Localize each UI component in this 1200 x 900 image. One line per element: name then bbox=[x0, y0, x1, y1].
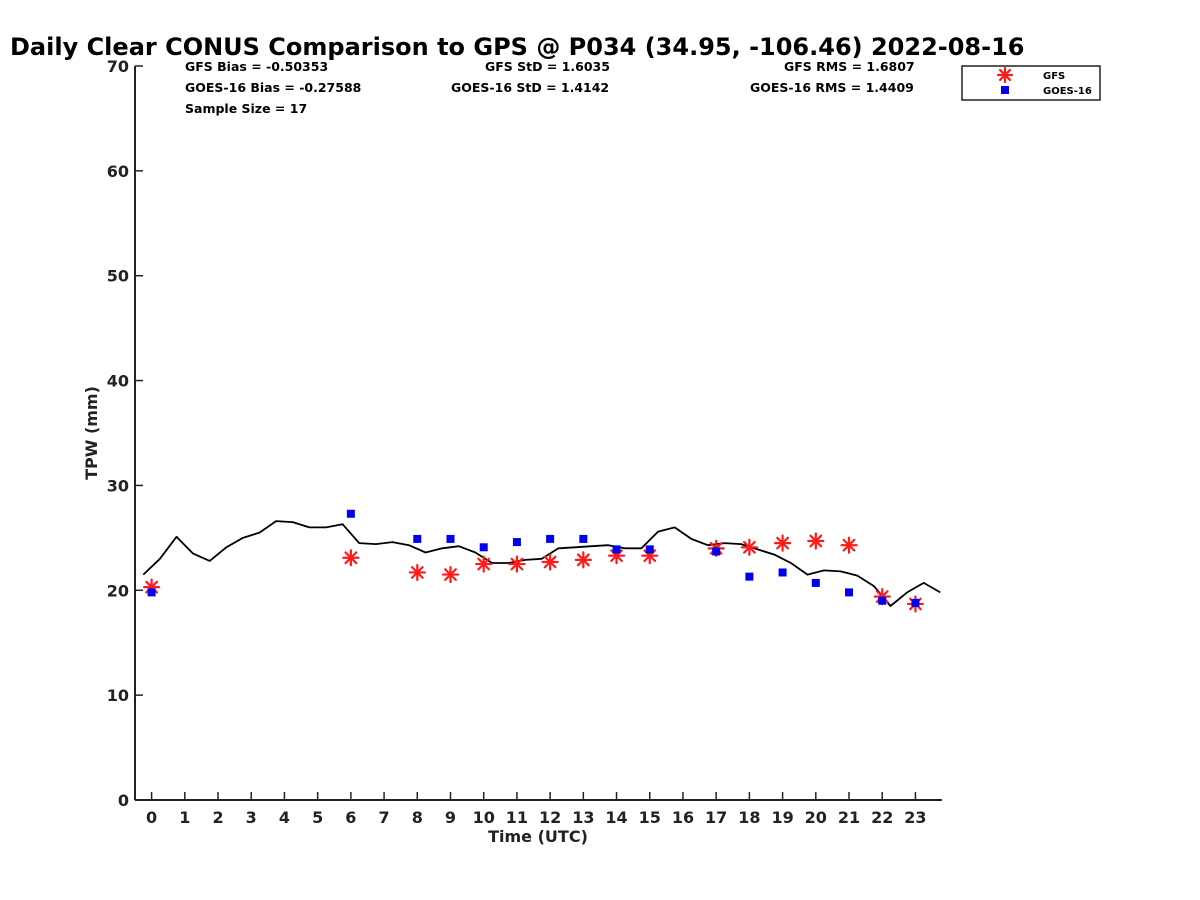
stat-gfs-rms: GFS RMS = 1.6807 bbox=[784, 59, 915, 74]
y-axis-label: TPW (mm) bbox=[82, 386, 101, 480]
legend: GFS GOES-16 bbox=[961, 65, 1101, 101]
stats-block: GFS Bias = -0.50353 GFS StD = 1.6035 GFS… bbox=[185, 59, 915, 116]
goes16-point bbox=[413, 534, 422, 543]
x-tick-label: 4 bbox=[279, 808, 290, 827]
series-line bbox=[142, 520, 941, 607]
gfs-point bbox=[773, 534, 792, 552]
x-tick-label: 17 bbox=[705, 808, 727, 827]
x-tick-label: 14 bbox=[605, 808, 627, 827]
x-tick-label: 21 bbox=[838, 808, 860, 827]
stat-goes-std: GOES-16 StD = 1.4142 bbox=[451, 80, 609, 95]
y-tick-label: 0 bbox=[118, 791, 129, 810]
legend-goes-marker bbox=[1001, 86, 1009, 94]
goes16-point bbox=[512, 538, 521, 547]
x-tick-label: 6 bbox=[345, 808, 356, 827]
stat-gfs-bias: GFS Bias = -0.50353 bbox=[185, 59, 328, 74]
gfs-point bbox=[475, 555, 493, 573]
stat-goes-bias: GOES-16 Bias = -0.27588 bbox=[185, 80, 361, 95]
x-tick-label: 13 bbox=[572, 808, 594, 827]
x-axis-label: Time (UTC) bbox=[488, 827, 588, 846]
goes16-point bbox=[845, 588, 854, 597]
legend-gfs-asterisk bbox=[996, 66, 1014, 84]
goes16-point bbox=[446, 534, 455, 543]
legend-box bbox=[961, 65, 1101, 101]
x-ticks: 0 1 2 3 4 5 6 7 8 9 10 11 12 13 14 15 16 17 18 19 20 21 22 23 bbox=[146, 792, 927, 827]
legend-goes-label: GOES-16 bbox=[1043, 86, 1092, 97]
x-tick-label: 0 bbox=[146, 808, 157, 827]
x-tick-label: 1 bbox=[179, 808, 190, 827]
gfs-point bbox=[840, 536, 858, 554]
y-tick-label: 60 bbox=[107, 162, 129, 181]
goes16-point bbox=[712, 547, 721, 556]
goes16-point bbox=[878, 596, 887, 605]
x-tick-label: 19 bbox=[771, 808, 793, 827]
gfs-point bbox=[807, 532, 825, 550]
stat-goes-rms: GOES-16 RMS = 1.4409 bbox=[750, 80, 914, 95]
legend-gfs-marker bbox=[996, 66, 1014, 84]
axes: 0 1 2 3 4 5 6 7 8 9 10 11 12 13 14 15 16 17 18 19 20 21 22 23 0… bbox=[107, 57, 942, 827]
gfs-point bbox=[574, 551, 592, 569]
stat-sample-size: Sample Size = 17 bbox=[185, 101, 307, 116]
x-tick-label: 20 bbox=[805, 808, 827, 827]
x-tick-label: 11 bbox=[506, 808, 528, 827]
plot-area bbox=[142, 509, 941, 613]
x-tick-label: 23 bbox=[904, 808, 926, 827]
gfs-point bbox=[541, 553, 559, 571]
goes16-point bbox=[479, 543, 488, 552]
goes16-point bbox=[645, 545, 654, 554]
gfs-point bbox=[408, 563, 426, 582]
goes16-point bbox=[811, 578, 820, 587]
stat-gfs-std: GFS StD = 1.6035 bbox=[485, 59, 610, 74]
x-tick-label: 15 bbox=[639, 808, 661, 827]
goes16-point bbox=[911, 598, 920, 607]
goes16-point bbox=[579, 534, 588, 543]
y-tick-label: 40 bbox=[107, 372, 129, 391]
x-tick-label: 9 bbox=[445, 808, 456, 827]
y-tick-label: 30 bbox=[107, 476, 129, 495]
goes16-point bbox=[147, 588, 156, 597]
y-ticks: 0 10 20 30 40 50 60 70 bbox=[107, 57, 143, 810]
x-tick-label: 7 bbox=[379, 808, 390, 827]
legend-gfs-label: GFS bbox=[1043, 71, 1065, 82]
goes16-point bbox=[612, 545, 621, 554]
x-tick-label: 8 bbox=[412, 808, 423, 827]
gfs-point bbox=[342, 549, 360, 567]
x-tick-label: 10 bbox=[473, 808, 495, 827]
x-tick-label: 22 bbox=[871, 808, 893, 827]
x-tick-label: 2 bbox=[212, 808, 223, 827]
gfs-point bbox=[441, 565, 460, 584]
goes16-point bbox=[346, 509, 355, 518]
goes16-point bbox=[546, 534, 555, 543]
y-tick-label: 20 bbox=[107, 581, 129, 600]
x-tick-label: 16 bbox=[672, 808, 694, 827]
y-tick-label: 10 bbox=[107, 686, 129, 705]
goes16-point bbox=[745, 572, 754, 581]
x-tick-label: 12 bbox=[539, 808, 561, 827]
gfs-point bbox=[740, 538, 758, 556]
chart-title: Daily Clear CONUS Comparison to GPS @ P0… bbox=[10, 33, 1024, 61]
y-tick-label: 70 bbox=[107, 57, 129, 76]
y-tick-label: 50 bbox=[107, 267, 129, 286]
goes16-point bbox=[778, 568, 787, 577]
x-tick-label: 3 bbox=[246, 808, 257, 827]
x-tick-label: 18 bbox=[738, 808, 760, 827]
gfs-point bbox=[508, 555, 526, 573]
x-tick-label: 5 bbox=[312, 808, 323, 827]
